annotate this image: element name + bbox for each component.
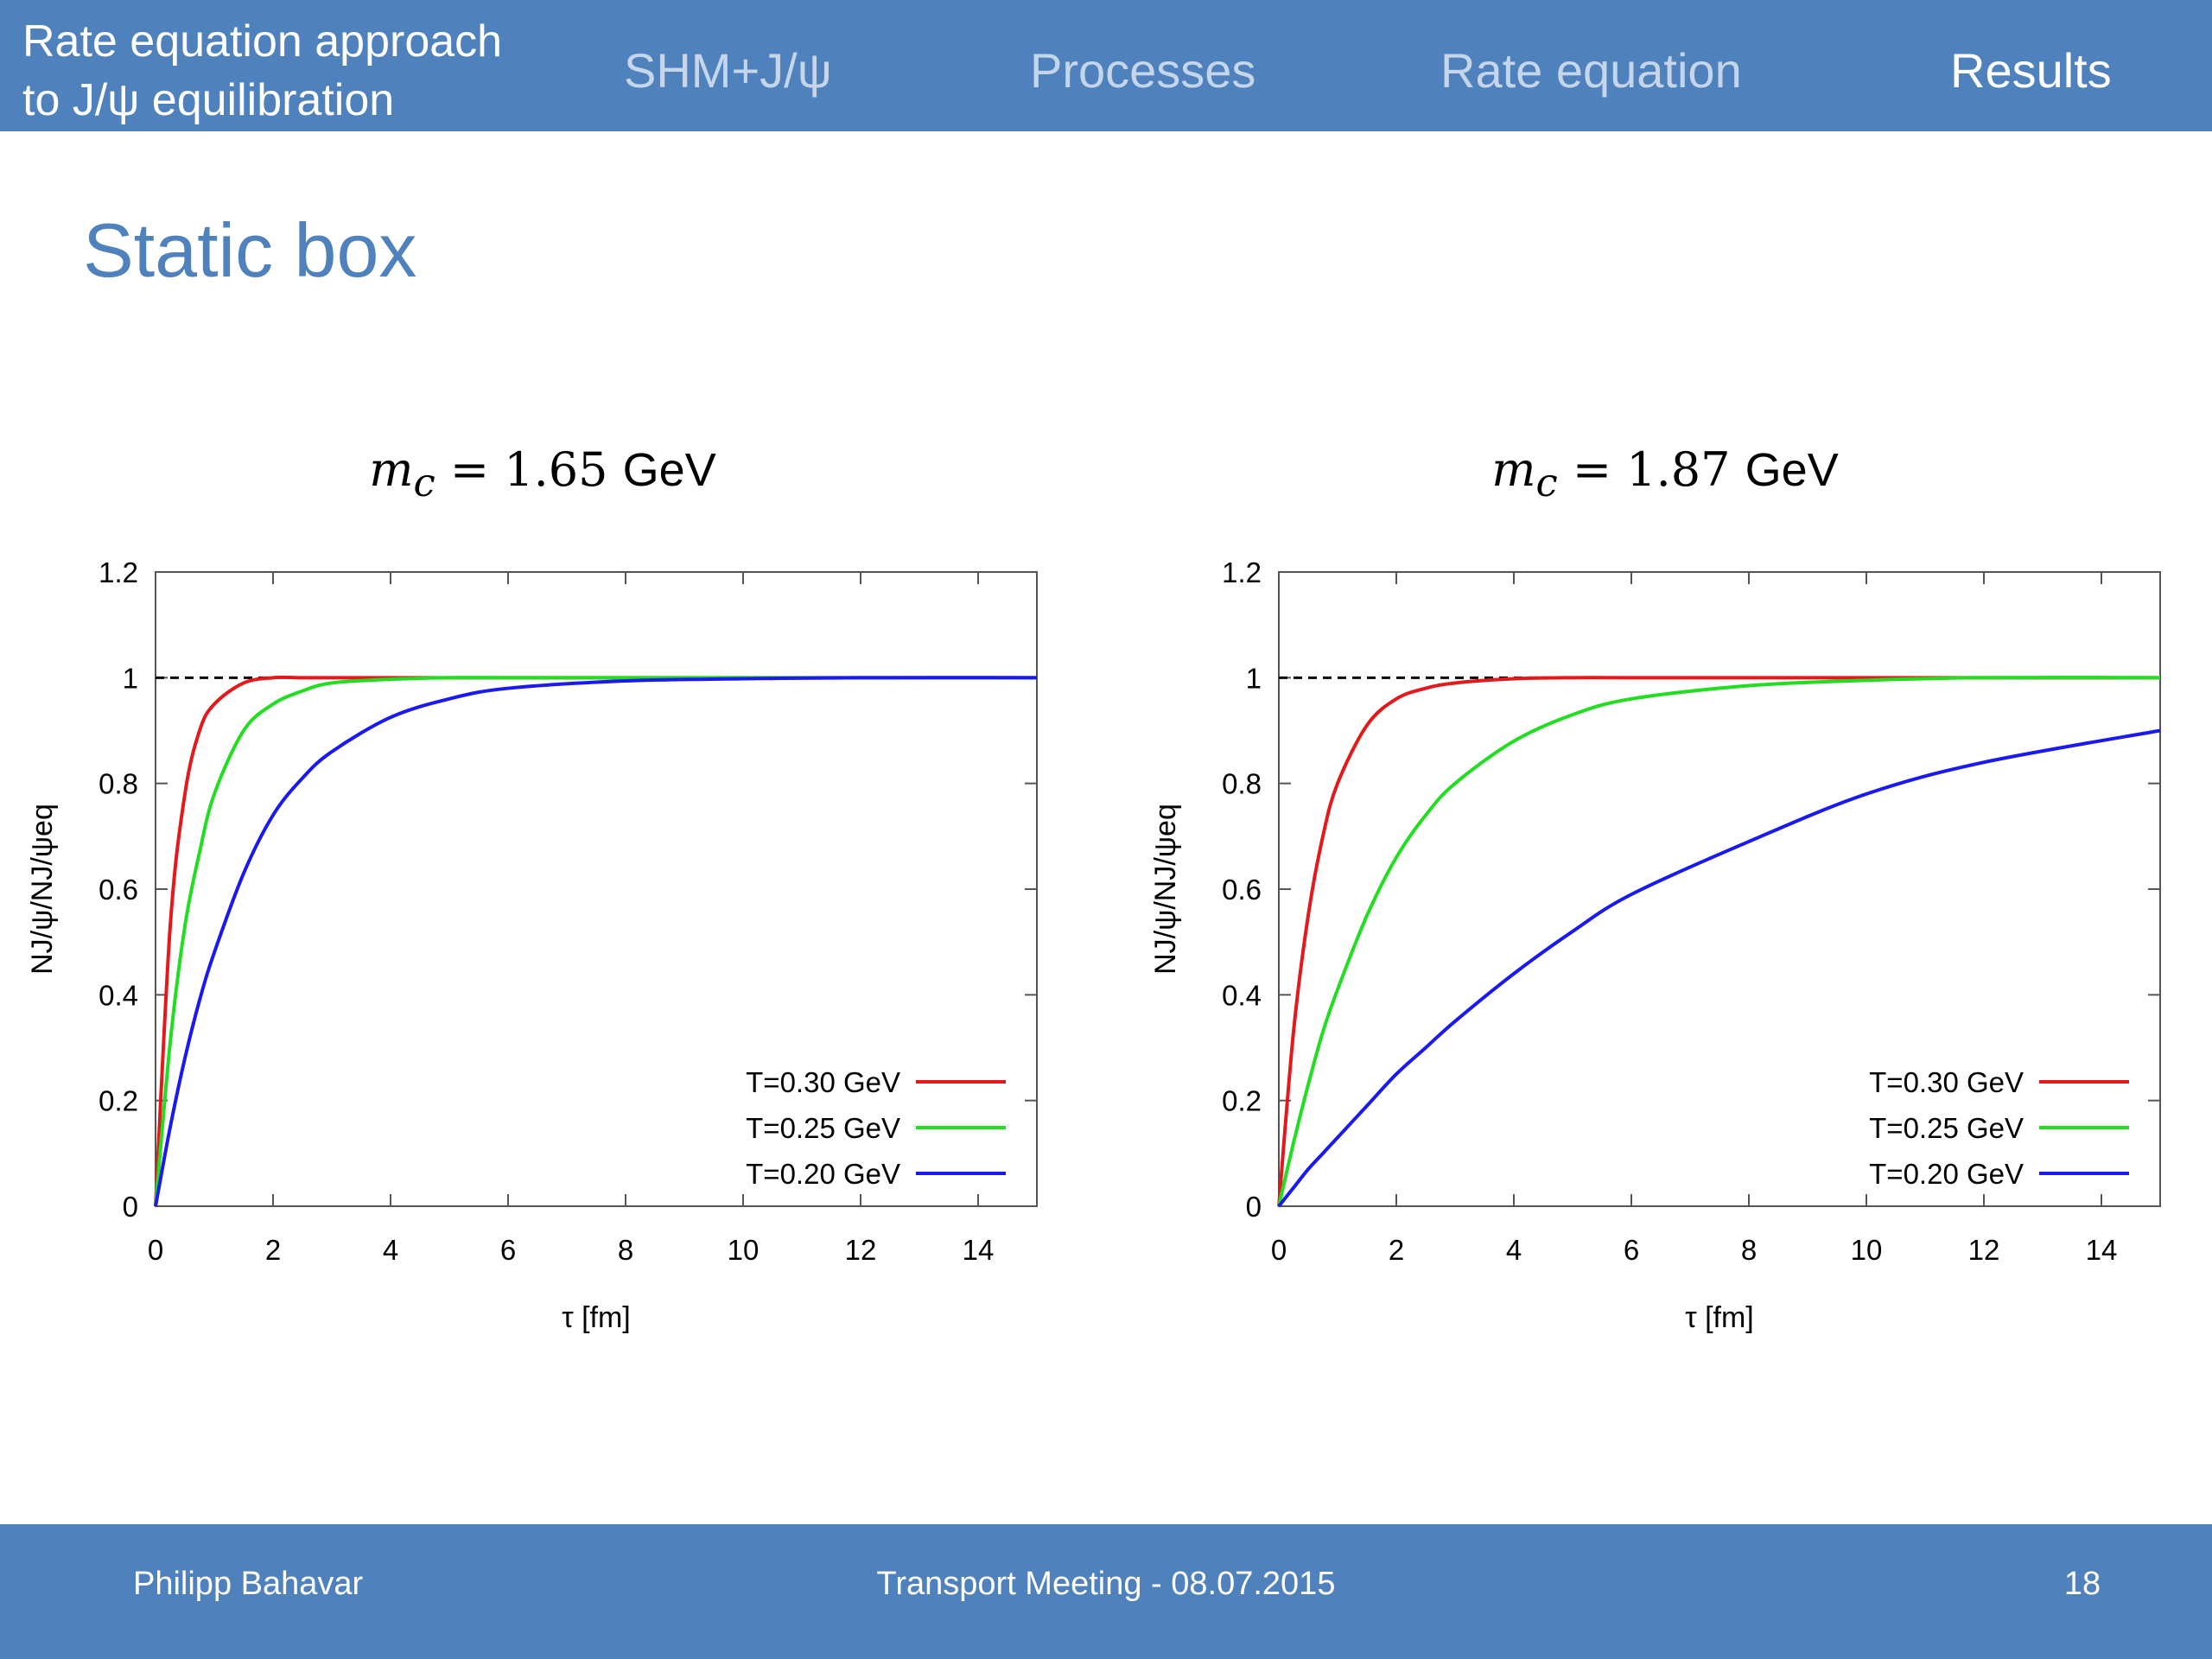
y-axis-label: NJ/ψ/NJ/ψeq xyxy=(26,804,59,975)
x-tick-label: 14 xyxy=(963,1234,995,1266)
x-tick-label: 6 xyxy=(500,1234,516,1266)
x-tick-label: 4 xyxy=(1506,1234,1522,1266)
series-line xyxy=(154,676,1038,1207)
nav-rate-equation[interactable]: Rate equation xyxy=(1440,43,1742,98)
subtitle-unit: GeV xyxy=(622,444,716,496)
x-tick-label: 0 xyxy=(1271,1234,1287,1266)
x-tick-label: 6 xyxy=(1624,1234,1639,1266)
chart-left-subtitle: mc = 1.65 GeV xyxy=(240,442,845,505)
y-tick-label: 1 xyxy=(1246,662,1262,694)
legend-label: T=0.20 GeV xyxy=(1869,1158,2024,1190)
chart-right: 0 2 4 6 8 10 12 14 0 0.2 0.4 0.6 0.8 1 1.2 T=0.30 GeV T=… xyxy=(1141,536,2212,1365)
y-axis-label: NJ/ψ/NJ/ψeq xyxy=(1149,804,1182,975)
nav-shm-jpsi[interactable]: SHM+J/ψ xyxy=(624,43,832,98)
x-tick-label: 10 xyxy=(728,1234,760,1266)
y-tick-label: 0.4 xyxy=(1222,979,1262,1011)
y-tick-label: 0.6 xyxy=(1222,874,1262,906)
x-tick-label: 10 xyxy=(1851,1234,1883,1266)
legend-label: T=0.25 GeV xyxy=(746,1112,900,1144)
subtitle-value: = 1.65 xyxy=(435,442,623,497)
y-tick-label: 1.2 xyxy=(1222,556,1262,588)
plot-frame xyxy=(155,571,1038,1207)
presentation-title-line2: to J/ψ equilibration xyxy=(22,75,395,125)
presentation-title: Rate equation approach to J/ψ equilibrat… xyxy=(22,12,541,130)
subtitle-value: = 1.87 xyxy=(1557,442,1745,497)
x-axis-label: τ [fm] xyxy=(562,1301,631,1334)
x-tick-label: 12 xyxy=(1968,1234,2000,1266)
x-tick-label: 8 xyxy=(618,1234,633,1266)
y-tick-label: 1.2 xyxy=(99,556,138,588)
y-tick-label: 0.8 xyxy=(99,768,138,800)
slide-title: Static box xyxy=(83,207,417,293)
x-axis-label: τ [fm] xyxy=(1685,1301,1754,1334)
legend-label: T=0.30 GeV xyxy=(1869,1066,2024,1098)
chart-left-svg: 0 2 4 6 8 10 12 14 0 0.2 0.4 0.6 0.8 1 1.2 T=0.30 GeV T=… xyxy=(26,556,1038,1334)
nav-results[interactable]: Results xyxy=(1950,43,2112,98)
legend-label: T=0.30 GeV xyxy=(746,1066,900,1098)
legend-label: T=0.25 GeV xyxy=(1869,1112,2024,1144)
plot-frame xyxy=(1278,571,2161,1207)
subtitle-unit: GeV xyxy=(1745,444,1839,496)
y-tick-label: 0 xyxy=(1246,1191,1262,1223)
x-tick-label: 12 xyxy=(845,1234,877,1266)
footer-page-number: 18 xyxy=(2063,1566,2101,1602)
x-tick-label: 0 xyxy=(148,1234,163,1266)
y-tick-label: 0.2 xyxy=(1222,1085,1262,1117)
subtitle-symbol: m xyxy=(1491,442,1536,497)
presentation-title-line1: Rate equation approach xyxy=(22,16,503,67)
series-line xyxy=(1277,728,2161,1208)
footer-bar: Philipp Bahavar Transport Meeting - 08.0… xyxy=(0,1524,2212,1659)
y-tick-label: 0 xyxy=(123,1191,138,1223)
x-tick-label: 2 xyxy=(1389,1234,1404,1266)
footer-author: Philipp Bahavar xyxy=(133,1566,364,1602)
y-tick-label: 0.6 xyxy=(99,874,138,906)
subtitle-subscript: c xyxy=(1535,459,1558,505)
subtitle-symbol: m xyxy=(369,442,414,497)
x-tick-label: 4 xyxy=(383,1234,398,1266)
series-line xyxy=(1277,676,2160,1207)
subtitle-subscript: c xyxy=(413,459,435,505)
header-bar: Rate equation approach to J/ψ equilibrat… xyxy=(0,0,2212,131)
chart-right-svg: 0 2 4 6 8 10 12 14 0 0.2 0.4 0.6 0.8 1 1.2 T=0.30 GeV T=… xyxy=(1149,556,2161,1334)
series-line xyxy=(1277,676,2161,1207)
y-tick-label: 1 xyxy=(123,662,138,694)
x-tick-label: 8 xyxy=(1741,1234,1757,1266)
legend-label: T=0.20 GeV xyxy=(746,1158,900,1190)
chart-left: 0 2 4 6 8 10 12 14 0 0.2 0.4 0.6 0.8 1 1.2 T=0.30 GeV T=… xyxy=(17,536,1132,1365)
series-line xyxy=(154,676,1037,1207)
footer-event: Transport Meeting - 08.07.2015 xyxy=(876,1566,1336,1602)
nav-processes[interactable]: Processes xyxy=(1030,43,1256,98)
y-tick-label: 0.8 xyxy=(1222,768,1262,800)
series-line xyxy=(154,675,1037,1207)
y-tick-label: 0.2 xyxy=(99,1085,138,1117)
chart-right-subtitle: mc = 1.87 GeV xyxy=(1363,442,1967,505)
x-tick-label: 2 xyxy=(265,1234,281,1266)
x-tick-label: 14 xyxy=(2086,1234,2118,1266)
y-tick-label: 0.4 xyxy=(99,979,138,1011)
